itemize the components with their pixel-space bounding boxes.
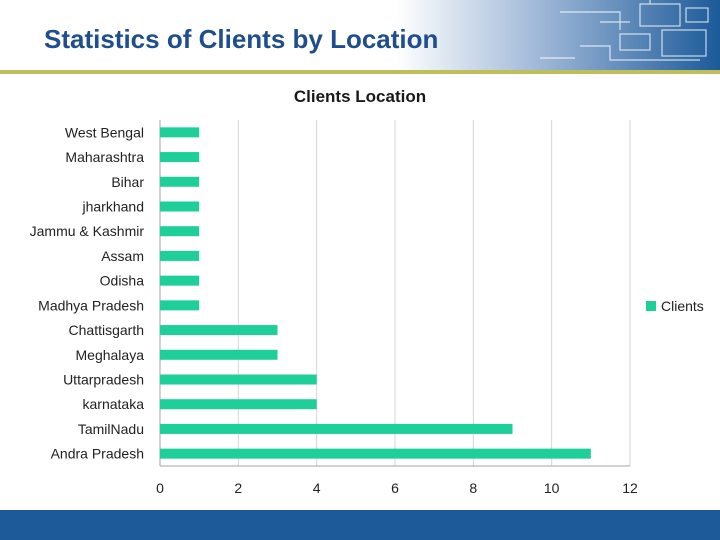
bar	[160, 152, 200, 163]
bar	[160, 201, 200, 212]
bar	[160, 349, 278, 360]
bar	[160, 226, 200, 237]
x-tick-label: 4	[313, 480, 321, 496]
category-label: TamilNadu	[78, 421, 144, 437]
bar	[160, 423, 513, 434]
category-label: Jammu & Kashmir	[30, 223, 145, 239]
category-label: Odisha	[100, 273, 145, 289]
bar	[160, 399, 317, 410]
bar	[160, 374, 317, 385]
legend-label: Clients	[661, 298, 704, 314]
chart-grid	[159, 120, 631, 467]
x-tick-label: 10	[544, 480, 560, 496]
x-tick-label: 0	[156, 480, 164, 496]
x-tick-labels: 0 2 4 6 8 10 12	[156, 480, 638, 496]
category-label: Uttarpradesh	[63, 372, 144, 388]
category-label: Madhya Pradesh	[38, 297, 144, 313]
category-label: Meghalaya	[76, 347, 145, 363]
category-label: Maharashtra	[65, 149, 144, 165]
legend-swatch	[646, 301, 656, 311]
category-label: Assam	[101, 248, 144, 264]
bar	[160, 127, 200, 138]
category-label: karnataka	[83, 396, 145, 412]
slide-footer	[0, 510, 720, 540]
category-label: Andra Pradesh	[51, 446, 144, 462]
x-tick-label: 2	[234, 480, 242, 496]
x-tick-label: 6	[391, 480, 399, 496]
bar	[160, 325, 278, 336]
circuit-decoration	[0, 0, 720, 70]
bar	[160, 300, 200, 311]
category-labels: West Bengal Maharashtra Bihar jharkhand Jamm…	[30, 124, 145, 461]
bar	[160, 176, 200, 187]
header-rule	[0, 70, 720, 74]
x-tick-label: 12	[622, 480, 638, 496]
category-label: jharkhand	[82, 199, 145, 215]
chart-legend: Clients	[646, 298, 704, 314]
page-title: Statistics of Clients by Location	[44, 24, 439, 54]
chart-title: Clients Location	[294, 87, 426, 106]
category-label: Chattisgarth	[69, 322, 144, 338]
x-tick-label: 8	[469, 480, 477, 496]
slide-header: Statistics of Clients by Location	[0, 0, 720, 70]
bar	[160, 275, 200, 286]
bar	[160, 250, 200, 261]
chart-bars	[160, 127, 591, 459]
bar-chart: Clients Location West Bengal Maharashtra B…	[30, 87, 704, 496]
category-label: West Bengal	[65, 124, 144, 140]
bar	[160, 448, 591, 459]
category-label: Bihar	[111, 174, 144, 190]
